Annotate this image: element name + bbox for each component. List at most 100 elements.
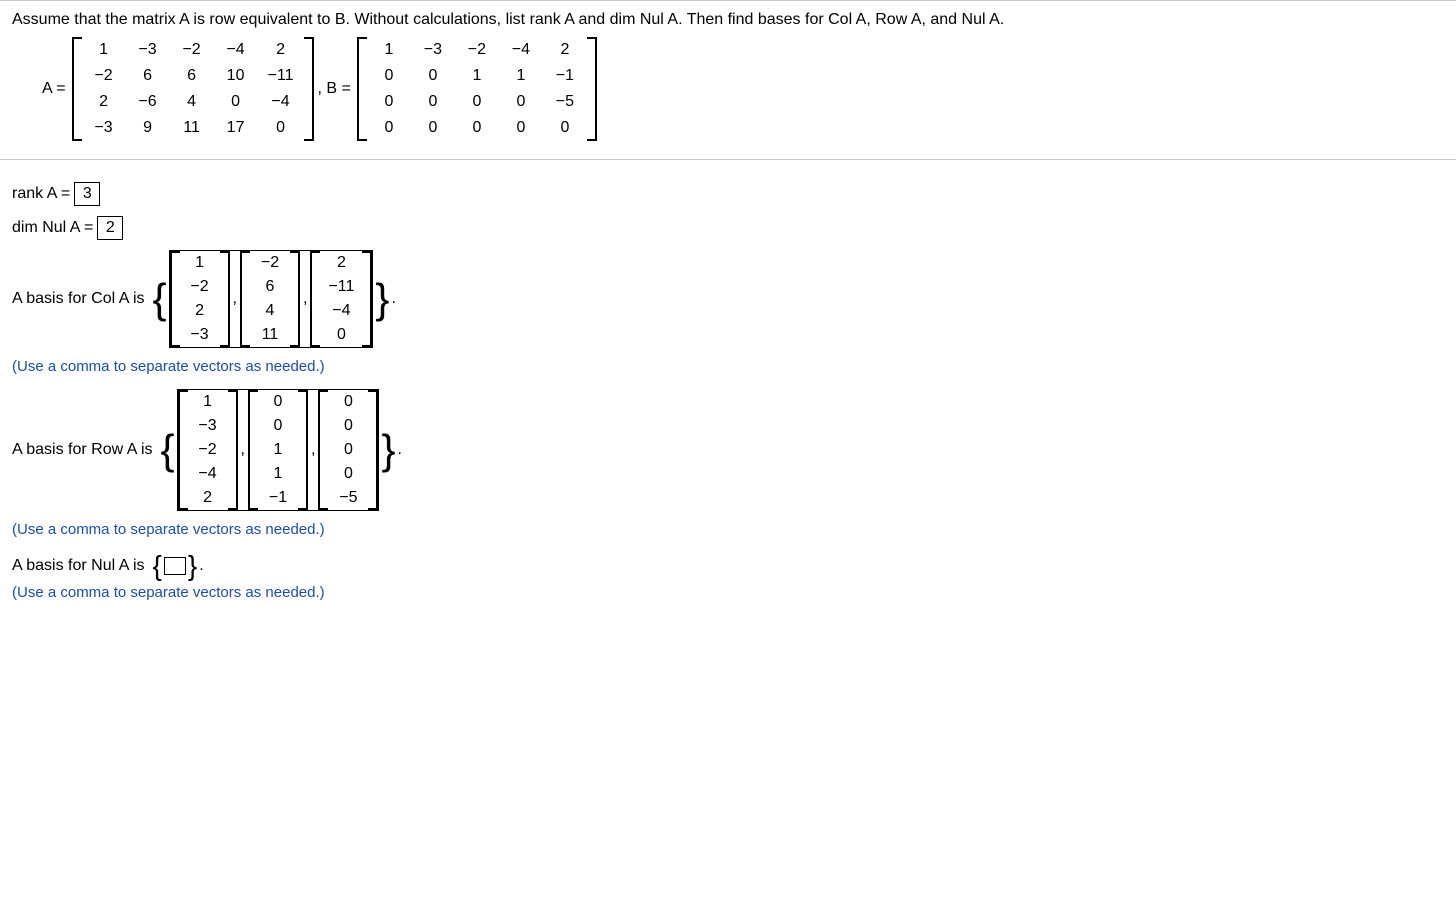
matrix-cell: −2 [170,37,214,63]
question-text: Assume that the matrix A is row equivale… [12,11,1444,29]
matrix-cell: 0 [328,390,368,414]
matrix-cell: −5 [543,89,587,115]
matrix-cell: 0 [499,89,543,115]
matrix-a: 1−3−2−42−26610−112−640−4−3911170 [72,37,314,141]
vector-separator: , [230,290,240,308]
matrix-cell: −3 [82,115,126,141]
matrix-cell: 1 [188,390,228,414]
matrix-cell: 4 [170,89,214,115]
matrix-cell: 0 [411,115,455,141]
period: . [397,441,401,459]
close-brace-icon: } [186,552,199,580]
matrix-b: 1−3−2−420011−10000−500000 [357,37,597,141]
period: . [199,557,203,575]
rank-label: rank A = [12,185,70,203]
matrix-a-label: A = [42,80,66,98]
matrix-cell: −2 [250,251,290,275]
rowa-row: A basis for Row A is { 1−3−2−42,0011−1,0… [12,389,1444,511]
matrix-cell: −3 [126,37,170,63]
matrix-cell: 1 [180,251,220,275]
cola-row: A basis for Col A is { 1−22−3,−26411,2−1… [12,250,1444,348]
matrix-cell: 0 [367,63,411,89]
matrix-cell: 0 [455,89,499,115]
matrix-cell: −1 [543,63,587,89]
matrix-cell: 2 [258,37,304,63]
matrix-cell: 2 [188,486,228,510]
dimnul-row: dim Nul A = 2 [12,216,1444,240]
matrix-cell: 10 [214,63,258,89]
matrix-cell: 0 [411,63,455,89]
question-section: Assume that the matrix A is row equivale… [0,0,1456,160]
matrix-cell: −5 [328,486,368,510]
matrix-cell: 1 [258,462,298,486]
matrix-cell: 1 [82,37,126,63]
matrix-cell: 17 [214,115,258,141]
matrix-cell: 1 [455,63,499,89]
rowa-label: A basis for Row A is [12,441,153,459]
dimnul-input[interactable]: 2 [97,216,123,240]
matrix-cell: 2 [180,299,220,323]
period: . [391,290,395,308]
nula-label: A basis for Nul A is [12,557,145,575]
rowa-input[interactable]: 1−3−2−42,0011−1,0000−5 [177,389,380,511]
matrix-cell: 6 [126,63,170,89]
nula-hint: (Use a comma to separate vectors as need… [12,584,1444,601]
matrix-cell: 6 [170,63,214,89]
column-vector: 1−22−3 [170,251,230,347]
matrix-cell: 0 [367,89,411,115]
close-brace-icon: } [373,278,391,320]
matrix-cell: 0 [455,115,499,141]
matrix-cell: −1 [258,486,298,510]
matrix-cell: 0 [328,414,368,438]
cola-label: A basis for Col A is [12,290,145,308]
rank-input[interactable]: 3 [74,182,100,206]
matrix-cell: −4 [188,462,228,486]
matrix-cell: 11 [250,323,290,347]
matrix-cell: 6 [250,275,290,299]
close-brace-icon: } [379,429,397,471]
column-vector: 2−11−40 [310,251,372,347]
open-brace-icon: { [151,278,169,320]
matrix-cell: −3 [411,37,455,63]
matrix-cell: −2 [180,275,220,299]
matrix-cell: 2 [82,89,126,115]
vector-separator: , [300,290,310,308]
column-vector: 0000−5 [318,390,378,510]
cola-hint: (Use a comma to separate vectors as need… [12,358,1444,375]
matrix-cell: 2 [320,251,362,275]
matrix-equation: A = 1−3−2−42−26610−112−640−4−3911170 , B… [42,37,1444,141]
matrix-cell: 4 [250,299,290,323]
dimnul-label: dim Nul A = [12,219,93,237]
matrix-cell: 2 [543,37,587,63]
matrix-cell: −11 [320,275,362,299]
rowa-hint: (Use a comma to separate vectors as need… [12,521,1444,538]
rank-row: rank A = 3 [12,182,1444,206]
matrix-cell: −4 [499,37,543,63]
nula-input[interactable] [164,557,186,575]
matrix-cell: 0 [411,89,455,115]
vector-separator: , [238,441,248,459]
matrix-cell: 0 [258,390,298,414]
matrix-cell: 11 [170,115,214,141]
matrix-cell: 9 [126,115,170,141]
column-vector: −26411 [240,251,300,347]
matrix-cell: 0 [543,115,587,141]
matrix-cell: 0 [214,89,258,115]
column-vector: 1−3−2−42 [178,390,238,510]
matrix-cell: 0 [258,115,304,141]
open-brace-icon: { [151,552,164,580]
matrix-cell: 1 [258,438,298,462]
matrix-cell: −4 [320,299,362,323]
matrix-cell: 1 [499,63,543,89]
cola-input[interactable]: 1−22−3,−26411,2−11−40 [169,250,374,348]
matrix-cell: −6 [126,89,170,115]
matrix-cell: −3 [188,414,228,438]
matrix-cell: −2 [455,37,499,63]
matrix-cell: −4 [258,89,304,115]
matrix-cell: 1 [367,37,411,63]
open-brace-icon: { [159,429,177,471]
matrix-cell: 0 [499,115,543,141]
answers-section: rank A = 3 dim Nul A = 2 A basis for Col… [0,160,1456,627]
matrix-cell: 0 [328,438,368,462]
matrix-cell: −2 [188,438,228,462]
